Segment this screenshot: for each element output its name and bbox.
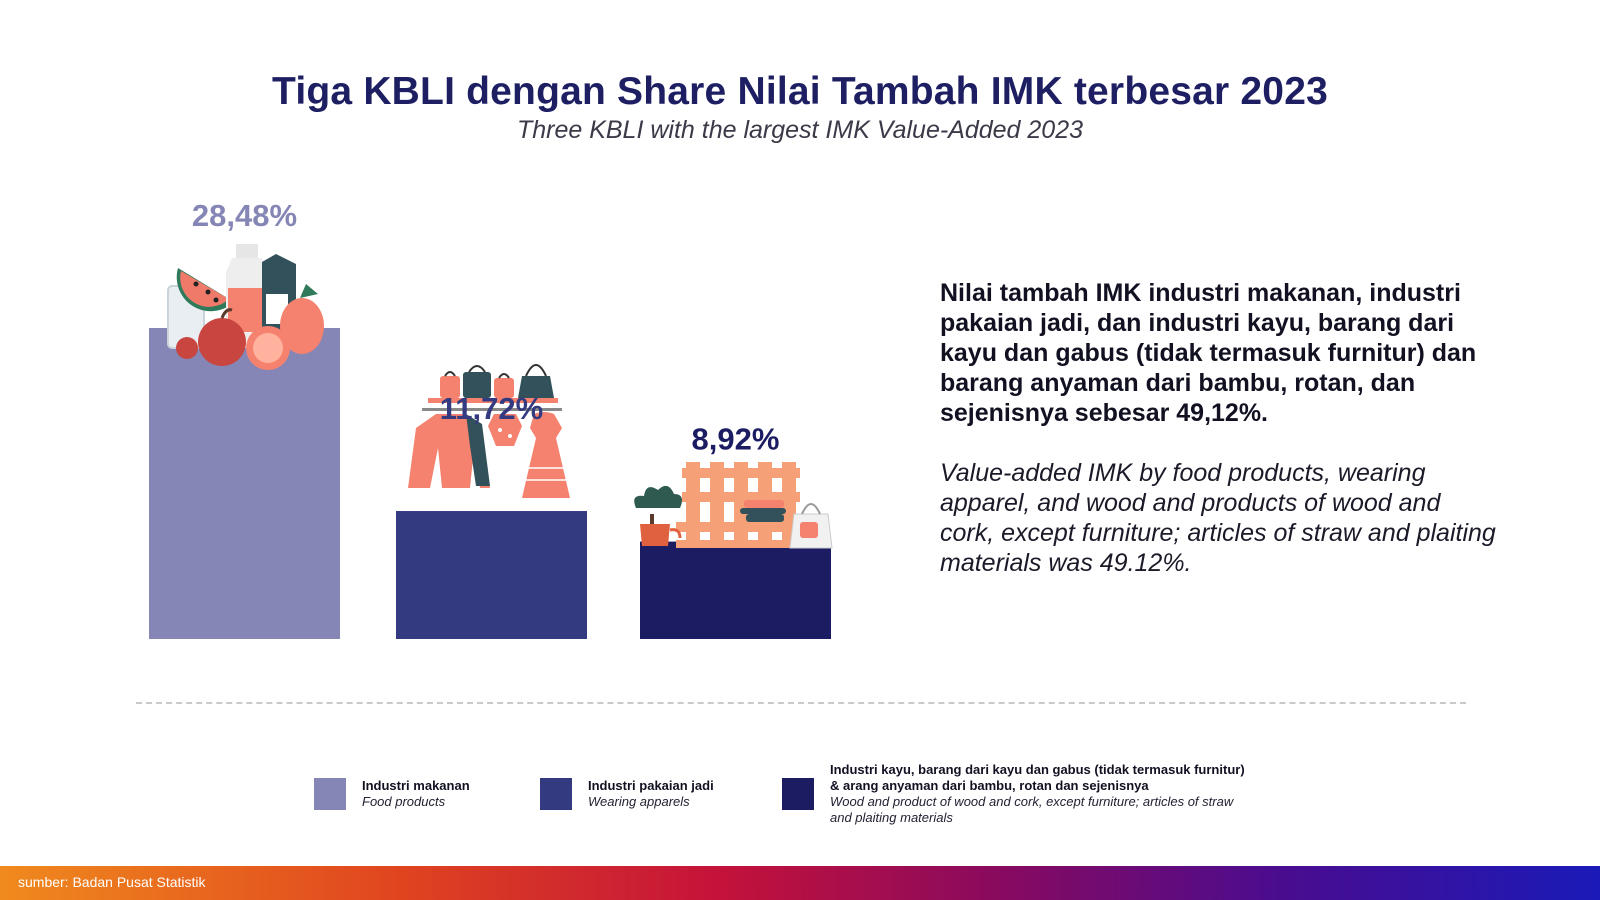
source-footer: sumber: Badan Pusat Statistik (0, 866, 1600, 900)
legend-item-apparel: Industri pakaian jadi Wearing apparels (540, 778, 750, 810)
description-english: Value-added IMK by food products, wearin… (940, 459, 1496, 577)
legend-text: Industri kayu, barang dari kayu dan gabu… (830, 762, 1252, 826)
dashed-divider (136, 702, 1466, 704)
legend-item-food: Industri makanan Food products (314, 778, 504, 810)
legend-swatch (782, 778, 814, 810)
food-icon (167, 244, 324, 370)
bar-1 (149, 328, 340, 639)
clothing-icon (408, 364, 572, 498)
legend-text: Industri pakaian jadi Wearing apparels (588, 778, 714, 810)
bar-chart: 28,48% 11,72% 8,92% (149, 198, 833, 639)
bar-value-label-3: 8,92% (692, 422, 780, 457)
description-block: Nilai tambah IMK industri makanan, indus… (940, 278, 1500, 578)
legend-swatch (314, 778, 346, 810)
legend-label-english: Wearing apparels (588, 794, 690, 809)
bar-value-label-2: 11,72% (440, 391, 543, 426)
legend-label: Industri pakaian jadi (588, 778, 714, 793)
wood-furniture-icon (634, 462, 833, 549)
legend-label-english: Food products (362, 794, 446, 809)
description-indonesian: Nilai tambah IMK industri makanan, indus… (940, 279, 1477, 427)
bar-2 (396, 511, 587, 639)
legend-swatch (540, 778, 572, 810)
legend-label-english: Wood and product of wood and cork, excep… (830, 794, 1234, 825)
source-text: sumber: Badan Pusat Statistik (18, 874, 206, 890)
legend-label: Industri kayu, barang dari kayu dan gabu… (830, 762, 1245, 793)
legend-item-wood: Industri kayu, barang dari kayu dan gabu… (782, 762, 1252, 826)
chart-subtitle: Three KBLI with the largest IMK Value-Ad… (516, 116, 1084, 144)
chart-title: Tiga KBLI dengan Share Nilai Tambah IMK … (272, 70, 1328, 113)
legend-label: Industri makanan (362, 778, 470, 793)
bar-value-label-1: 28,48% (192, 198, 297, 233)
bar-3 (640, 541, 831, 639)
legend-text: Industri makanan Food products (362, 778, 470, 810)
